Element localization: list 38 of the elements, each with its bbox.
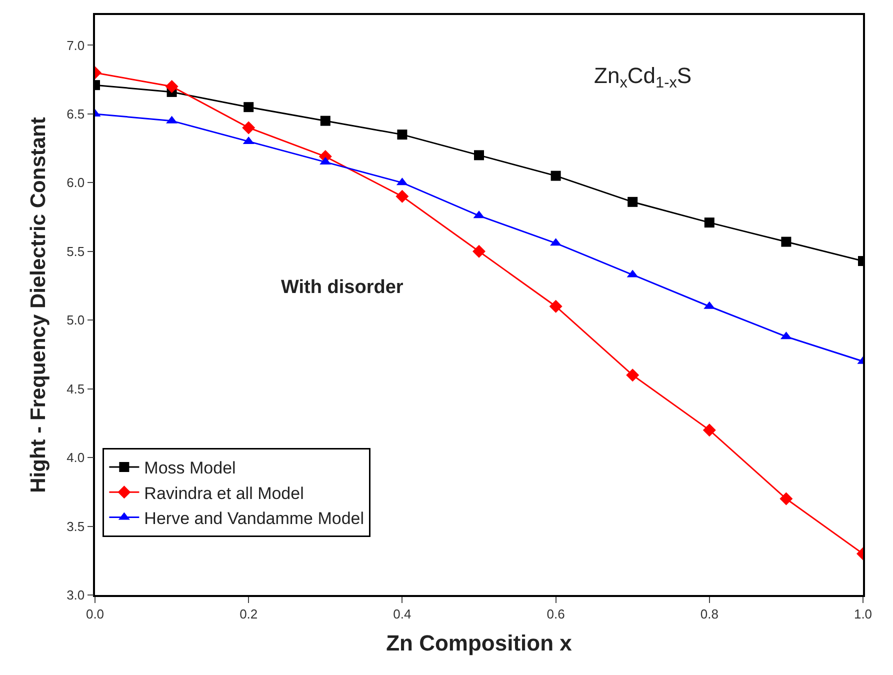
point [626, 368, 640, 382]
legend-label: Herve and Vandamme Model [144, 508, 364, 528]
y-tick-label: 6.5 [66, 106, 85, 122]
y-tick-label: 7.0 [66, 38, 85, 53]
point [396, 190, 409, 203]
y-tick-label: 4.0 [66, 450, 85, 466]
x-tick-label: 0.0 [86, 606, 104, 622]
point [397, 130, 408, 140]
annotation: Zn$_{x}$Cd$_{1-x}$S [594, 63, 692, 92]
x-tick-label: 0.6 [546, 606, 565, 622]
y-tick-label: 5.5 [66, 244, 85, 259]
point [165, 80, 178, 93]
x-tick-label: 0.4 [393, 606, 412, 622]
x-tick-label: 0.2 [240, 606, 258, 622]
point [628, 196, 638, 207]
point [244, 102, 254, 112]
point [702, 424, 716, 437]
annotation: With disorder [281, 277, 404, 298]
x-tick-label: 0.8 [700, 606, 718, 622]
y-tick-label: 4.5 [66, 381, 85, 396]
point [780, 492, 793, 506]
y-axis-title: Hight - Frequency Dielectric Constant [27, 117, 50, 493]
y-tick-label: 6.0 [66, 175, 85, 190]
legend-label: Ravindra et all Model [144, 484, 304, 503]
point [704, 218, 714, 228]
x-tick-label: 1.0 [854, 606, 872, 622]
point [549, 300, 562, 313]
y-tick-label: 5.0 [66, 312, 85, 328]
point [474, 150, 484, 160]
x-axis-title: Zn Composition x [386, 630, 573, 656]
point [242, 121, 256, 134]
point [472, 244, 486, 258]
y-tick-label: 3.5 [66, 518, 85, 534]
legend-label: Moss Model [144, 458, 236, 478]
point [550, 170, 561, 181]
point [781, 236, 792, 247]
point [320, 116, 330, 126]
y-tick-label: 3.0 [66, 588, 85, 603]
